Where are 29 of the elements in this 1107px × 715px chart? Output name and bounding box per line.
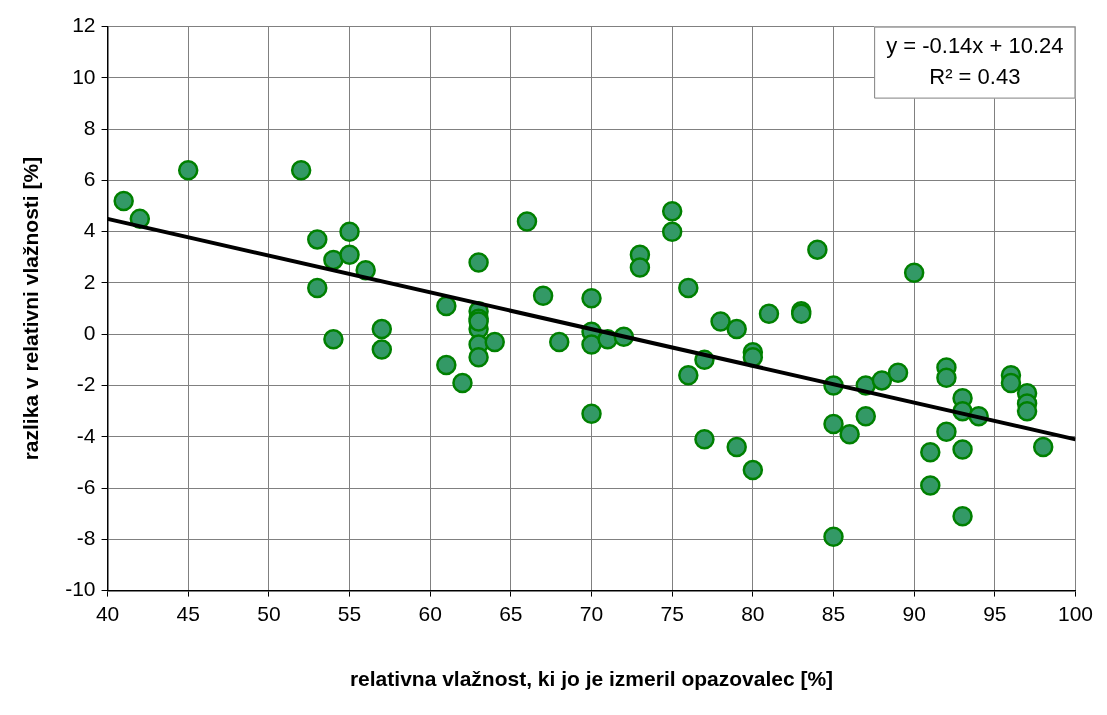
y-tick-label: -10 xyxy=(65,577,96,601)
y-tick-label: -4 xyxy=(76,423,96,447)
y-tick-label: 8 xyxy=(83,115,96,139)
y-tick-label: 4 xyxy=(83,218,96,242)
x-tick-label: 70 xyxy=(579,602,604,625)
y-tick-label: -6 xyxy=(76,474,96,498)
x-tick-label: 40 xyxy=(95,602,120,625)
x-tick-label: 45 xyxy=(176,602,200,625)
annotation: y = -0.14x + 10.24 xyxy=(886,33,1064,59)
x-tick-label: 75 xyxy=(660,602,684,625)
x-tick-label: 50 xyxy=(257,602,281,625)
y-tick-label: 2 xyxy=(83,269,96,293)
y-tick-label: -2 xyxy=(76,372,96,396)
x-tick-label: 90 xyxy=(902,602,926,625)
y-tick-label: -8 xyxy=(76,526,96,550)
x-tick-label: 65 xyxy=(499,602,523,625)
x-tick-label: 80 xyxy=(741,602,765,625)
x-axis-title: relativna vlažnost, ki jo je izmeril opazovalec [%] xyxy=(349,667,834,691)
x-tick-label: 60 xyxy=(418,602,442,625)
x-tick-label: 55 xyxy=(337,602,362,625)
x-tick-label: 95 xyxy=(983,602,1007,625)
x-tick-label: 100 xyxy=(1057,602,1093,625)
y-tick-label: 0 xyxy=(83,321,96,345)
y-axis-title: razlika v relativni vlažnosti [%] xyxy=(19,156,43,461)
y-tick-label: 6 xyxy=(83,167,96,191)
y-tick-label: 10 xyxy=(72,64,96,88)
y-tick-label: 12 xyxy=(72,13,96,37)
annotation: R² = 0.43 xyxy=(929,64,1021,90)
x-tick-label: 85 xyxy=(821,602,846,625)
